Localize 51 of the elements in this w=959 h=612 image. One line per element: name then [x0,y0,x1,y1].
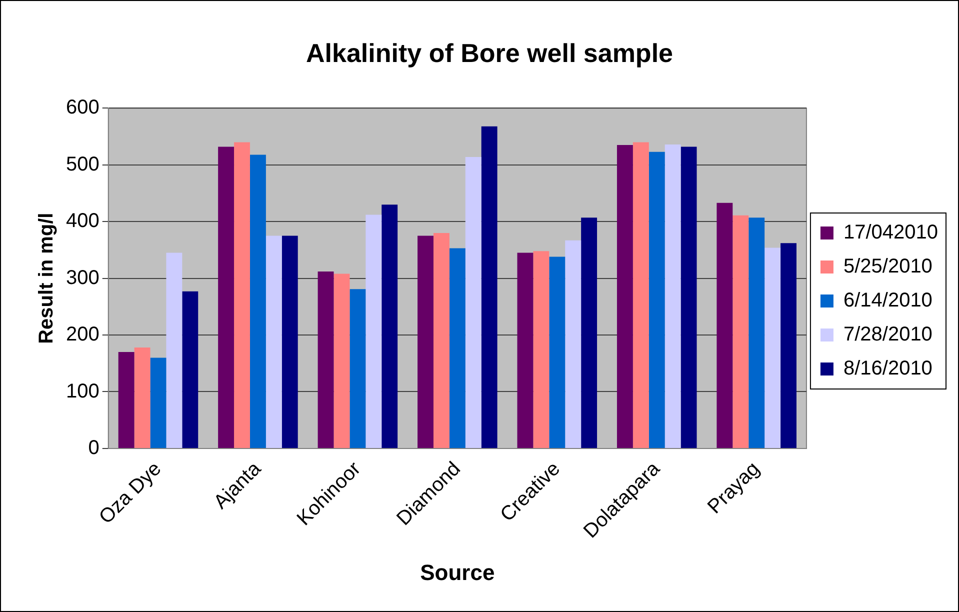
y-tick-label: 600 [66,96,100,119]
bar [549,256,566,448]
bar [533,251,550,448]
legend-label: 7/28/2010 [843,324,932,346]
bar [632,142,649,448]
bar [282,236,298,448]
bar [648,152,665,448]
bar [382,204,398,448]
x-tick-label: Oza Dye [95,458,166,528]
bar [764,248,781,448]
bar [150,358,166,448]
bar [266,236,282,448]
bar [465,156,482,448]
bar [565,240,582,448]
bar [350,289,366,448]
legend-label: 5/25/2010 [843,256,932,278]
bar [418,236,434,448]
bar [218,146,234,448]
y-tick-label: 400 [66,210,100,232]
bar [732,215,749,448]
x-axis-title: Source [420,560,495,585]
bar [334,274,350,448]
bar [517,252,534,448]
legend-label: 8/16/2010 [843,358,932,380]
bar [581,218,598,448]
bar [318,272,334,448]
y-tick-label: 500 [66,153,100,176]
bar [433,232,450,448]
bar [616,145,633,448]
y-tick-label: 200 [66,324,100,346]
bar [780,243,796,448]
bar [716,202,733,448]
bar [748,218,765,448]
bar [250,154,266,448]
bar [449,248,466,448]
bar [234,142,250,448]
bar [680,146,697,448]
chart-title: Alkalinity of Bore well sample [306,38,673,68]
y-tick-label: 100 [66,380,100,402]
legend-label: 17/042010 [843,222,938,244]
bar [481,126,498,448]
bar [664,144,681,448]
y-tick-label: 300 [66,266,100,289]
y-axis-title: Result in mg/l [36,212,58,344]
legend-label: 6/14/2010 [843,290,932,312]
y-tick-label: 0 [88,436,100,459]
bar [166,252,182,448]
bar [118,352,134,448]
bar [366,214,382,448]
bar [182,291,198,448]
bar [134,348,150,448]
